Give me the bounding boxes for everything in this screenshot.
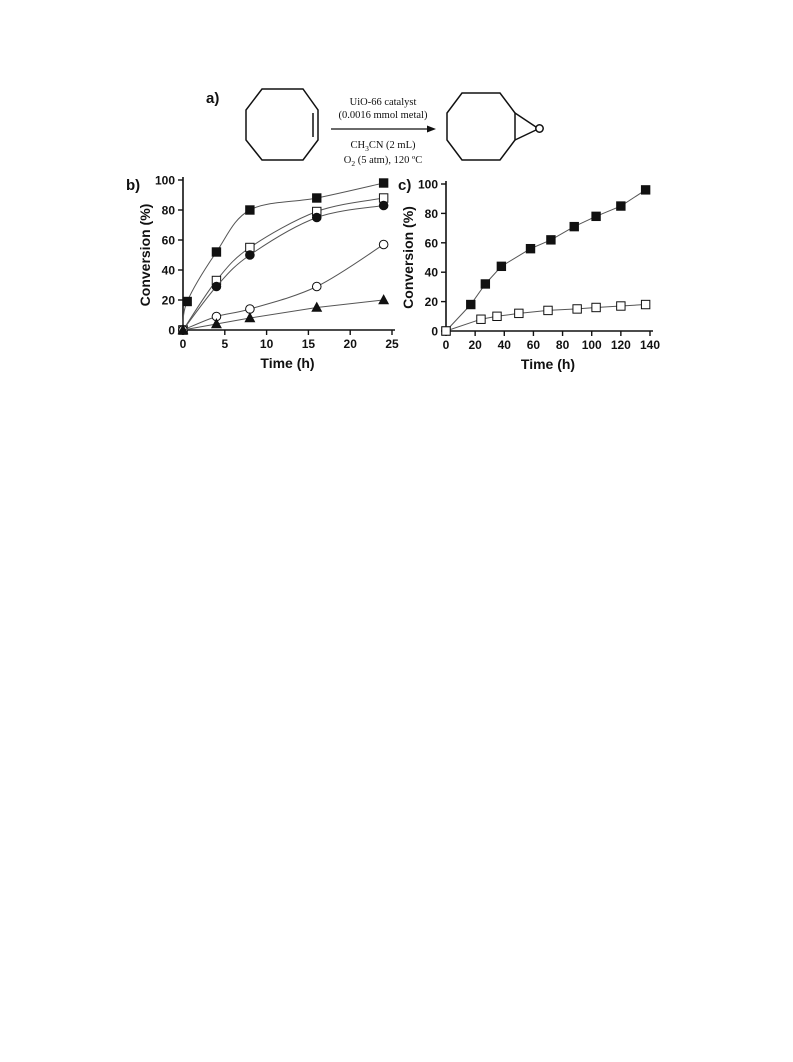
data-point-open-square: [616, 301, 626, 311]
epoxide-oxygen: [535, 124, 544, 133]
x-axis-title: Time (h): [521, 356, 575, 372]
cyclooctene-structure: [245, 88, 319, 161]
x-tick-label: 80: [556, 338, 570, 352]
epoxide-ring: [446, 92, 516, 161]
y-tick-label: 100: [155, 174, 175, 188]
data-point-filled-square: [378, 178, 389, 188]
data-point-open-square: [492, 311, 502, 322]
solvent-condition: CH3CN (2 mL): [350, 140, 416, 153]
data-point-filled-square: [480, 279, 491, 289]
cyclooctene-ring: [245, 88, 319, 161]
data-point-filled-square: [525, 243, 536, 254]
y-tick-label: 80: [162, 204, 176, 218]
y-tick-label: 20: [162, 294, 176, 308]
data-point-open-circle: [311, 281, 322, 292]
y-tick-label: 20: [425, 295, 439, 309]
y-tick-label: 40: [162, 264, 176, 278]
x-tick-label: 140: [640, 338, 660, 352]
y-tick-label: 60: [425, 236, 439, 250]
x-tick-label: 0: [180, 337, 187, 351]
data-point-filled-triangle: [311, 301, 323, 312]
panel-label-c: c): [398, 177, 411, 194]
x-tick-label: 40: [498, 338, 512, 352]
data-point-filled-triangle: [177, 324, 189, 335]
x-tick-label: 100: [582, 338, 602, 352]
x-tick-label: 20: [344, 337, 358, 351]
series-line: [445, 189, 646, 332]
data-point-filled-square: [312, 193, 322, 203]
data-point-filled-square: [496, 261, 507, 272]
series-2-filled-circle: [178, 200, 389, 335]
data-point-open-square: [640, 299, 651, 310]
series-line: [182, 197, 384, 331]
epoxide-bond-lower: [514, 129, 537, 141]
x-tick-label: 20: [468, 338, 482, 352]
data-point-filled-triangle: [378, 294, 390, 305]
data-point-open-circle: [245, 304, 255, 314]
x-tick-label: 0: [443, 338, 450, 352]
data-point-open-square: [441, 326, 451, 336]
y-axis-title: Conversion (%): [400, 206, 416, 309]
data-point-filled-square: [211, 247, 222, 257]
panel-label-a: a): [206, 90, 219, 107]
data-point-filled-square: [182, 296, 192, 307]
series-1-open-square: [441, 299, 651, 336]
data-point-filled-square: [569, 221, 579, 232]
y-tick-label: 0: [168, 324, 175, 338]
data-point-open-square: [543, 305, 553, 316]
data-point-filled-circle: [378, 200, 389, 211]
reaction-scheme: a) UiO-66 catalyst (0.0016 mmol metal) C…: [206, 88, 544, 168]
data-point-filled-circle: [311, 212, 322, 223]
data-point-filled-square: [245, 205, 255, 215]
x-tick-label: 15: [302, 337, 316, 351]
data-point-open-circle: [378, 239, 389, 250]
x-tick-label: 5: [221, 337, 228, 351]
series-line: [182, 205, 384, 331]
y-tick-label: 100: [418, 178, 438, 192]
panel-label-b: b): [126, 177, 140, 194]
data-point-filled-square: [591, 211, 601, 222]
x-tick-label: 120: [611, 338, 631, 352]
data-point-open-square: [572, 304, 582, 314]
y-tick-label: 0: [431, 325, 438, 339]
metal-loading-condition: (0.0016 mmol metal): [339, 110, 428, 121]
data-point-filled-square: [466, 299, 476, 310]
series-4-filled-triangle: [177, 294, 390, 335]
data-point-filled-triangle: [210, 318, 222, 329]
series-3-open-circle: [178, 239, 389, 335]
data-point-filled-circle: [211, 281, 222, 292]
y-tick-label: 40: [425, 266, 439, 280]
data-point-filled-square: [546, 235, 556, 245]
data-point-filled-square: [616, 201, 626, 211]
x-tick-label: 25: [385, 337, 399, 351]
data-point-open-square: [514, 308, 524, 319]
y-tick-label: 60: [162, 234, 176, 248]
chart-panel-c: c) 0 20 40 60 80 100 120 140 0 20 40 60 80 100 Time (h…: [398, 177, 660, 372]
y-tick-label: 80: [425, 207, 439, 221]
data-point-open-square: [591, 302, 601, 313]
chart-panel-b: b) 0 5 10 15 20 25 0 20 40 60 80 100 Time (h) Convers…: [126, 174, 399, 372]
data-point-open-square: [476, 314, 486, 324]
y-axis-title: Conversion (%): [137, 204, 153, 307]
data-point-filled-square: [640, 185, 651, 195]
oxygen-temperature-condition: O2 (5 atm), 120 ºC: [344, 155, 422, 168]
catalyst-condition: UiO-66 catalyst: [350, 97, 417, 108]
data-point-filled-triangle: [244, 312, 256, 323]
x-tick-label: 60: [527, 338, 541, 352]
x-tick-label: 10: [260, 337, 274, 351]
reaction-arrow: [331, 125, 436, 133]
epoxide-bond-upper: [514, 112, 537, 128]
x-axis-title: Time (h): [260, 355, 314, 371]
cyclooctene-oxide-structure: [446, 92, 544, 161]
data-point-filled-circle: [245, 250, 255, 260]
